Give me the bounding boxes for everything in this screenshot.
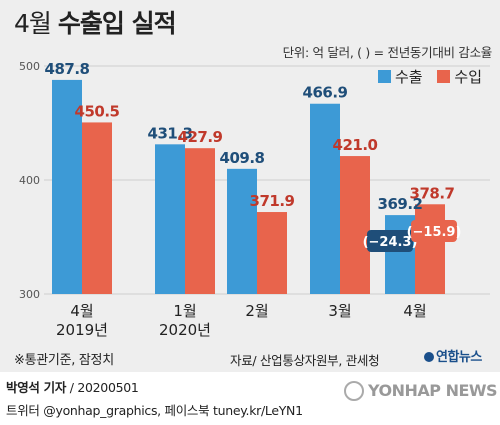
byline-date: 20200501 [77,380,139,395]
y-tick-label-300: 300 [19,288,40,301]
watermark-icon [344,381,364,401]
value-label-export-4: 369.2 [378,195,423,213]
bar-export-1 [155,144,185,294]
byline-name: 박영석 기자 [6,380,67,395]
legend: 수출 수입 [378,66,492,87]
bar-export-4 [385,215,415,294]
bar-export-3 [310,103,340,294]
category-label-1-0: 1월 [173,302,196,320]
legend-label-export: 수출 [395,68,423,86]
bar-import-1 [185,148,215,294]
value-label-import-3: 421.0 [333,136,378,154]
bar-import-0 [82,122,112,295]
category-label-1-1: 2020년 [159,321,211,339]
value-label-export-2: 409.8 [220,149,265,167]
y-tick-label-500: 500 [19,60,40,73]
bar-export-2 [227,168,257,294]
unit-note: 단위: 억 달러, ( ) = 전년동기대비 감소율 [282,45,493,60]
byline: 박영석 기자 / 20200501 [6,380,139,395]
value-label-import-0: 450.5 [75,102,120,120]
watermark-text: YONHAP NEWS [368,381,498,400]
y-tick-label-400: 400 [19,174,40,187]
social-links: 트위터 @yonhap_graphics, 페이스북 tuney.kr/LeYN… [6,403,303,418]
watermark: YONHAP NEWS [344,381,498,401]
category-label-0-1: 2019년 [56,321,108,339]
category-label-3-0: 3월 [328,302,351,320]
legend-label-import: 수입 [454,68,482,86]
value-label-import-1: 427.9 [178,128,223,146]
value-label-export-3: 466.9 [303,84,348,102]
legend-item-export: 수출 [378,66,423,87]
change-badge-text-import: (−15.9) [407,225,462,240]
footnote: ※통관기준, 잠정치 [14,353,114,368]
bar-import-2 [257,212,287,294]
yonhap-logo-icon [424,352,434,362]
change-badge-import [411,220,457,242]
chart-title: 4월 수출입 실적 [14,4,177,40]
value-label-export-1: 431.3 [148,124,193,142]
change-badge-export [367,230,413,252]
category-label-0-0: 4월 [70,302,93,320]
chart-title-prefix: 4월 [14,9,52,38]
value-label-import-2: 371.9 [250,192,295,210]
change-badge-text-export: (−24.3) [363,235,418,250]
value-label-import-4: 378.7 [410,184,455,202]
bar-import-4 [415,204,445,294]
category-label-4-0: 4월 [403,302,426,320]
value-label-export-0: 487.8 [45,60,90,78]
chart-area: 4월 수출입 실적 단위: 억 달러, ( ) = 전년동기대비 감소율 수출 … [0,0,500,372]
category-label-2-0: 2월 [245,302,268,320]
yonhap-logo-text: 연합뉴스 [436,350,482,365]
bar-import-3 [340,156,370,294]
source-note: 자료/ 산업통상자원부, 관세청 [230,353,380,368]
legend-swatch-export [378,70,391,83]
legend-swatch-import [437,70,451,83]
bar-export-0 [52,79,82,295]
yonhap-logo: 연합뉴스 [424,346,482,365]
chart-title-main: 수출입 실적 [57,9,177,38]
legend-item-import: 수입 [437,66,482,87]
